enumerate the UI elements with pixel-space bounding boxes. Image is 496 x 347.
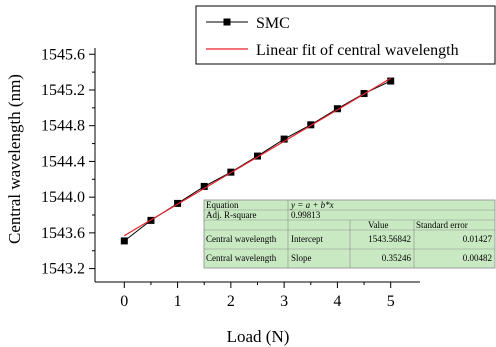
y-tick-label: 1543.2 bbox=[41, 261, 85, 278]
smc-data-point bbox=[280, 135, 288, 143]
fit-table-cell: 1543.56842 bbox=[368, 234, 411, 244]
legend-smc-label: SMC bbox=[256, 15, 290, 32]
fit-table-cell: 0.35246 bbox=[382, 253, 412, 263]
fit-table-background bbox=[203, 199, 496, 269]
fit-table-cell: y = a + b*x bbox=[290, 200, 334, 210]
legend: SMC Linear fit of central wavelength bbox=[195, 5, 496, 65]
series-layer bbox=[120, 77, 395, 245]
fit-table-cell: Value bbox=[368, 220, 389, 230]
y-tick-label: 1545.2 bbox=[41, 82, 85, 99]
smc-data-point bbox=[174, 199, 182, 207]
y-tick-label: 1544.4 bbox=[41, 153, 85, 170]
fit-table-cell: Adj. R-square bbox=[206, 210, 257, 220]
x-tick-label: 3 bbox=[280, 293, 288, 310]
fit-table-cell: 0.01427 bbox=[463, 234, 493, 244]
fit-table-cell: Intercept bbox=[291, 234, 323, 244]
legend-box bbox=[195, 5, 496, 65]
fit-table-cell: Central wavelength bbox=[206, 253, 277, 263]
smc-data-point bbox=[254, 152, 261, 160]
smc-data-point bbox=[120, 237, 128, 245]
legend-smc-marker bbox=[223, 18, 231, 26]
axes: 0 1 2 3 4 5 1543.2 1543.6 1544.0 1544.4 1544.8 1545… bbox=[41, 46, 420, 310]
smc-data-point bbox=[387, 77, 395, 85]
y-tick-label: 1543.6 bbox=[41, 225, 85, 242]
linear-fit-line bbox=[123, 77, 392, 237]
smc-data-point bbox=[333, 105, 341, 113]
x-tick-label: 2 bbox=[227, 293, 235, 310]
fit-table-cell: Central wavelength bbox=[206, 234, 277, 244]
y-tick-label: 1545.6 bbox=[41, 46, 85, 63]
fit-table-cell: 0.00482 bbox=[463, 253, 492, 263]
y-axis-title: Central wavelength (nm) bbox=[5, 74, 24, 244]
fit-table-cell: Standard error bbox=[416, 220, 468, 230]
x-tick-label: 5 bbox=[387, 293, 395, 310]
legend-fit-label: Linear fit of central wavelength bbox=[256, 42, 459, 59]
smc-data-point bbox=[307, 121, 315, 129]
fit-table-cell: 0.99813 bbox=[291, 210, 321, 220]
smc-data-point bbox=[200, 182, 208, 190]
x-axis-title: Load (N) bbox=[227, 327, 290, 346]
fit-table-cell: Slope bbox=[291, 253, 312, 263]
fit-table-cell: Equation bbox=[206, 200, 239, 210]
fit-result-table: Equation y = a + b*x Adj. R-square 0.99813 V… bbox=[203, 199, 496, 269]
y-tick-label: 1544.8 bbox=[41, 118, 85, 135]
y-tick-label: 1544.0 bbox=[41, 189, 85, 206]
x-tick-label: 1 bbox=[174, 293, 182, 310]
x-tick-label: 4 bbox=[333, 293, 341, 310]
x-tick-label: 0 bbox=[120, 293, 128, 310]
